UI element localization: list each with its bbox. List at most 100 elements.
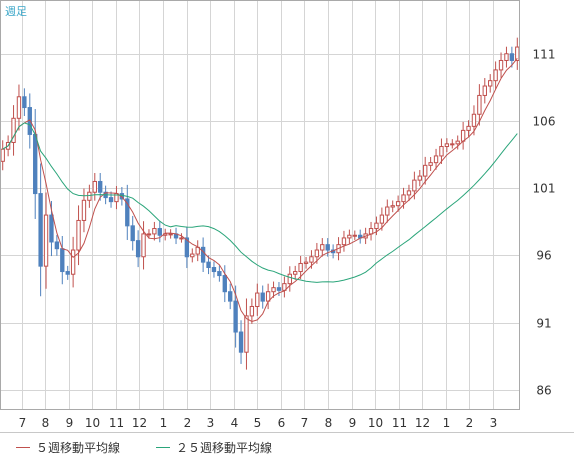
candle-body-up — [141, 233, 146, 258]
candle — [228, 283, 233, 310]
candle — [390, 200, 395, 213]
candles — [0, 37, 520, 370]
legend-ma5-swatch — [16, 446, 30, 448]
candle-body-up — [70, 249, 76, 275]
candle-body-up — [471, 113, 477, 127]
candle-body-up — [433, 155, 439, 164]
candle-body-down — [49, 214, 54, 243]
candle-body-up — [401, 194, 406, 203]
candle-body-up — [0, 148, 5, 162]
candle-body-down — [125, 198, 130, 227]
candle — [108, 191, 114, 208]
candle — [152, 221, 157, 241]
candle-body-up — [92, 180, 97, 193]
candle-body-down — [65, 271, 70, 275]
candle — [488, 74, 493, 93]
candle-body-up — [379, 214, 385, 224]
candle-body-up — [298, 262, 303, 273]
candle — [190, 248, 195, 263]
candle-body-down — [325, 244, 330, 251]
candle-body-down — [38, 193, 43, 267]
candle — [238, 320, 244, 364]
x-tick-label: 9 — [66, 416, 74, 430]
x-tick-label: 3 — [207, 416, 215, 430]
candle — [76, 205, 81, 266]
candle-body-up — [390, 205, 395, 208]
candle-body-up — [265, 291, 271, 302]
candle — [320, 238, 325, 257]
candle — [455, 135, 460, 150]
candle — [287, 266, 292, 292]
moving-average-lines — [2, 57, 518, 323]
grid — [0, 0, 520, 410]
candle-body-up — [146, 233, 152, 236]
candle-body-down — [157, 228, 162, 236]
candle — [428, 157, 433, 171]
x-tick-label: 6 — [278, 416, 286, 430]
candle-body-down — [200, 246, 206, 263]
candle-body-down — [211, 267, 217, 273]
candle-body-up — [309, 256, 314, 263]
candle — [260, 285, 265, 309]
candle-body-up — [347, 234, 352, 239]
candle-body-up — [455, 140, 460, 145]
candle-body-down — [60, 248, 65, 273]
candle — [379, 207, 385, 231]
y-tick-label: 101 — [533, 182, 556, 196]
candle — [200, 237, 206, 273]
candle — [217, 265, 222, 282]
legend-ma5-label: ５週移動平均線 — [36, 440, 121, 455]
x-tick-label: 2 — [466, 416, 474, 430]
candle-body-up — [249, 305, 255, 317]
candle — [11, 105, 16, 156]
candle-body-down — [238, 331, 244, 353]
candle — [444, 138, 450, 153]
candle-body-up — [16, 96, 22, 119]
candle — [450, 139, 455, 149]
candle-body-up — [190, 253, 195, 258]
y-tick-label: 91 — [536, 317, 551, 331]
candle — [293, 265, 298, 280]
candle — [271, 281, 276, 298]
candle-body-up — [374, 222, 379, 230]
candle-body-up — [168, 233, 173, 236]
candle — [439, 138, 444, 164]
x-tick-label: 10 — [85, 416, 100, 430]
candle — [184, 226, 190, 269]
candle — [423, 156, 428, 185]
candle-body-up — [493, 69, 498, 82]
candle — [98, 173, 103, 201]
candle-body-up — [87, 191, 92, 201]
candle-body-up — [515, 46, 520, 61]
candle-body-down — [233, 300, 238, 333]
candle-body-up — [466, 125, 471, 131]
x-tick-label: 7 — [301, 416, 309, 430]
candle — [92, 173, 97, 201]
candle — [482, 78, 487, 104]
candle-body-up — [488, 80, 493, 87]
y-tick-label: 111 — [533, 48, 556, 62]
x-tick-label: 2 — [184, 416, 192, 430]
candle — [16, 84, 22, 131]
x-tick-label: 10 — [368, 416, 383, 430]
x-tick-label: 8 — [42, 416, 50, 430]
candle-body-down — [206, 261, 211, 269]
candle — [38, 163, 43, 297]
candle — [43, 192, 49, 289]
candle — [504, 46, 509, 68]
candle — [22, 88, 27, 117]
candle — [385, 199, 390, 223]
candle — [206, 255, 211, 275]
candle-body-up — [423, 164, 428, 177]
candle — [211, 261, 217, 278]
candle — [347, 229, 352, 244]
candle-body-up — [255, 292, 260, 307]
candle — [130, 215, 135, 251]
candle-body-down — [260, 292, 265, 302]
candle — [65, 265, 70, 280]
x-tick-label: 4 — [231, 416, 239, 430]
candle-body-down — [108, 197, 114, 203]
candle-body-up — [76, 219, 81, 251]
